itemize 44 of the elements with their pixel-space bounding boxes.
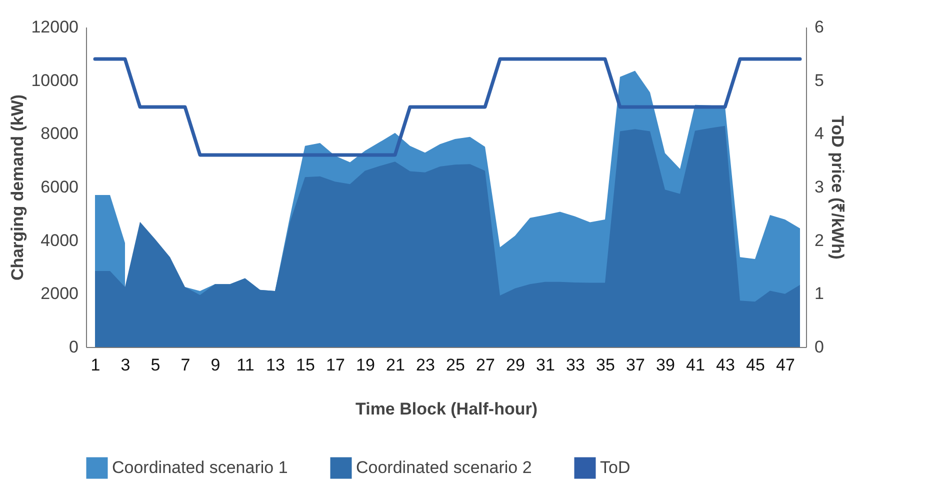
x-tick-label: 23: [416, 356, 435, 374]
x-tick-label: 9: [210, 356, 220, 374]
x-tick-label: 5: [150, 356, 160, 374]
x-tick-label: 7: [180, 356, 190, 374]
x-tick-label: 29: [506, 356, 525, 374]
y-tick-label: 4000: [40, 230, 78, 250]
y2-tick-label: 4: [814, 124, 824, 144]
legend-label: Coordinated scenario 2: [356, 458, 532, 477]
x-tick-label: 31: [536, 356, 555, 374]
y-tick-label: 0: [69, 338, 78, 356]
x-tick-label: 37: [626, 356, 645, 374]
x-tick-label: 41: [686, 356, 705, 374]
x-tick-label: 13: [266, 356, 285, 374]
x-axis-title: Time Block (Half-hour): [356, 400, 538, 418]
y2-axis-title: ToD price (₹/kWh): [828, 116, 847, 260]
x-tick-label: 3: [120, 356, 130, 374]
y-tick-label: 8000: [40, 124, 78, 144]
legend-label: Coordinated scenario 1: [112, 458, 288, 477]
y2-tick-label: 0: [814, 338, 824, 356]
y2-tick-label: 1: [814, 284, 824, 304]
y-tick-label: 12000: [31, 18, 78, 36]
x-tick-label: 33: [566, 356, 585, 374]
y-tick-label: 2000: [40, 284, 78, 304]
x-tick-label: 27: [476, 356, 495, 374]
x-tick-label: 45: [746, 356, 765, 374]
x-tick-label: 47: [776, 356, 795, 374]
y-axis-title: Charging demand (kW): [8, 94, 28, 281]
x-tick-label: 43: [716, 356, 735, 374]
y-tick-label: 10000: [31, 70, 78, 90]
x-tick-label: 35: [596, 356, 615, 374]
x-tick-label: 19: [356, 356, 375, 374]
x-tick-label: 11: [236, 356, 254, 374]
x-tick-label: 39: [656, 356, 675, 374]
x-tick-label: 21: [386, 356, 405, 374]
legend-label: ToD: [600, 458, 630, 477]
x-tick-label: 1: [90, 356, 100, 374]
y2-tick-label: 2: [814, 230, 824, 250]
y2-tick-label: 6: [814, 18, 824, 36]
y-tick-label: 6000: [40, 178, 78, 196]
x-tick-label: 25: [446, 356, 465, 374]
y2-tick-label: 3: [814, 178, 824, 196]
x-tick-label: 17: [326, 356, 345, 374]
y2-tick-label: 5: [814, 70, 824, 90]
x-tick-label: 15: [296, 356, 315, 374]
